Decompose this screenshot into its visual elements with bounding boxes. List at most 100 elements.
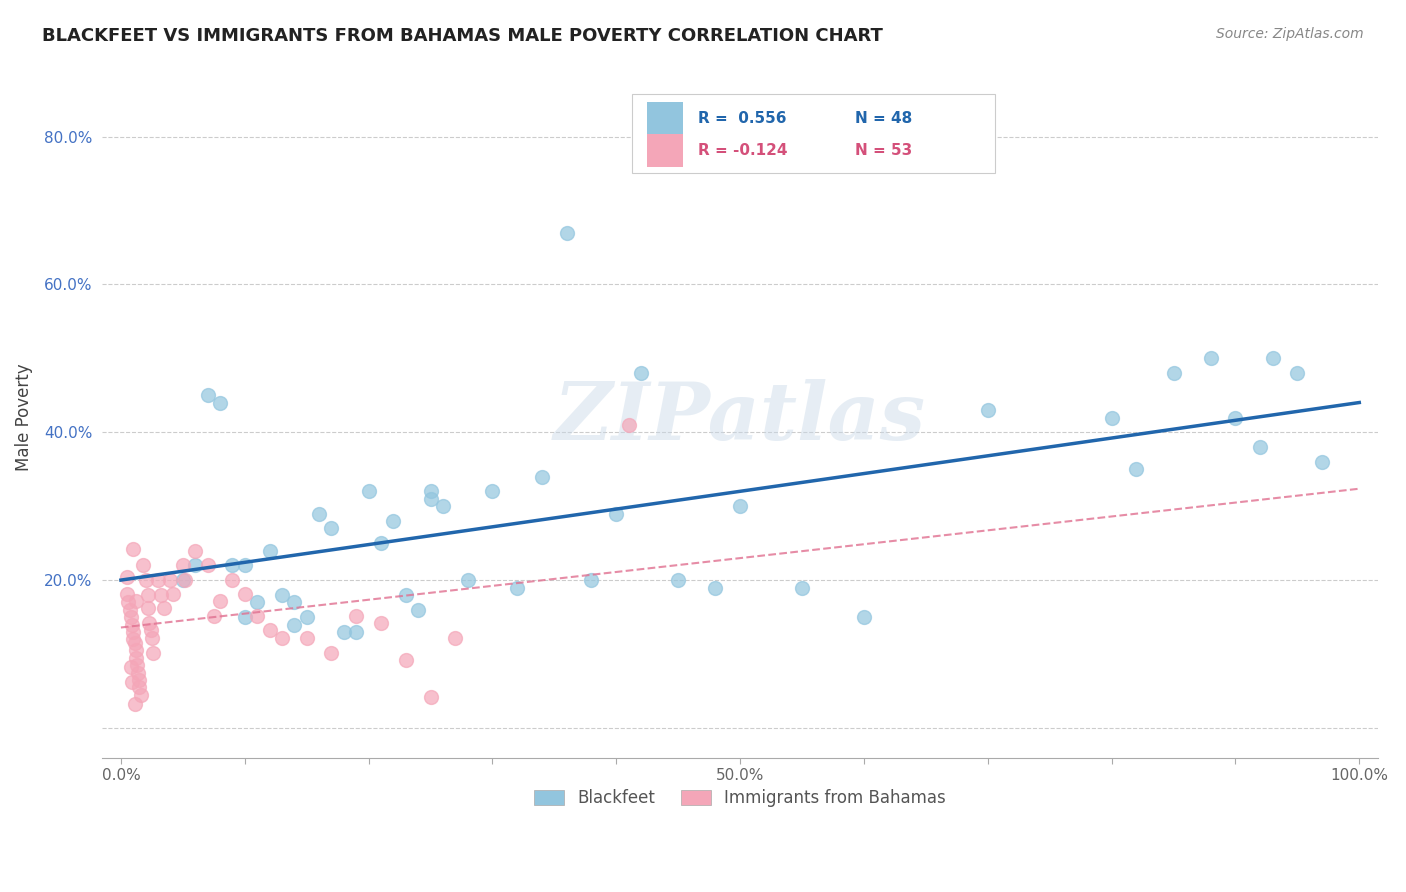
Point <box>174 573 197 587</box>
Point <box>1199 351 1222 366</box>
Point <box>221 573 243 587</box>
Point <box>122 632 145 647</box>
Point <box>555 226 578 240</box>
Point <box>1249 440 1271 454</box>
Point <box>1225 410 1247 425</box>
Point <box>344 608 367 623</box>
Point <box>270 631 292 645</box>
Text: ZIPatlas: ZIPatlas <box>554 379 927 457</box>
Point <box>233 610 256 624</box>
Point <box>790 581 813 595</box>
Point <box>444 631 467 645</box>
Text: BLACKFEET VS IMMIGRANTS FROM BAHAMAS MALE POVERTY CORRELATION CHART: BLACKFEET VS IMMIGRANTS FROM BAHAMAS MAL… <box>42 27 883 45</box>
Y-axis label: Male Poverty: Male Poverty <box>15 364 32 471</box>
Point <box>122 624 145 639</box>
Point <box>125 650 148 665</box>
Point <box>233 558 256 573</box>
Point <box>457 573 479 587</box>
Point <box>1101 410 1123 425</box>
Point <box>382 514 405 528</box>
Point <box>259 624 281 638</box>
Point <box>581 573 603 587</box>
Point <box>121 675 143 690</box>
Point <box>146 573 169 587</box>
Point <box>115 586 138 600</box>
Point <box>481 484 503 499</box>
Point <box>197 388 219 402</box>
Point <box>419 690 441 704</box>
Point <box>321 521 343 535</box>
Text: Source: ZipAtlas.com: Source: ZipAtlas.com <box>1216 27 1364 41</box>
Point <box>208 396 231 410</box>
Point <box>977 403 1000 417</box>
Point <box>370 616 392 631</box>
Point <box>283 617 305 632</box>
Point <box>321 646 343 660</box>
Point <box>432 500 454 514</box>
Point <box>308 507 330 521</box>
Point <box>530 469 553 483</box>
Text: N = 48: N = 48 <box>855 111 912 126</box>
Point <box>728 500 751 514</box>
Point <box>125 658 148 673</box>
Point <box>149 588 172 602</box>
Point <box>197 558 219 573</box>
Legend: Blackfeet, Immigrants from Bahamas: Blackfeet, Immigrants from Bahamas <box>527 782 952 814</box>
Point <box>122 542 145 557</box>
Point <box>1125 462 1147 476</box>
Point <box>395 653 418 667</box>
Point <box>136 588 159 602</box>
Text: R = -0.124: R = -0.124 <box>697 143 787 158</box>
Point <box>132 558 155 573</box>
Point <box>246 608 269 623</box>
Point <box>506 581 529 595</box>
FancyBboxPatch shape <box>647 134 683 167</box>
Point <box>128 673 150 687</box>
Point <box>117 595 139 609</box>
Point <box>605 507 627 521</box>
Point <box>128 681 150 695</box>
Point <box>208 594 231 608</box>
Point <box>333 624 356 639</box>
Point <box>370 536 392 550</box>
Point <box>120 610 142 624</box>
Point <box>419 491 441 506</box>
Point <box>406 603 429 617</box>
Point <box>118 603 141 617</box>
Point <box>233 586 256 600</box>
Point <box>121 617 143 632</box>
Point <box>125 594 148 608</box>
Point <box>1286 366 1309 380</box>
Point <box>259 543 281 558</box>
Point <box>136 601 159 615</box>
Point <box>129 688 152 702</box>
Point <box>141 631 163 645</box>
Point <box>184 558 207 573</box>
Point <box>344 624 367 639</box>
Point <box>1310 455 1333 469</box>
Point <box>295 631 318 645</box>
Point <box>153 601 176 615</box>
Point <box>115 569 138 583</box>
Point <box>139 624 162 638</box>
Point <box>120 660 142 674</box>
Point <box>184 543 207 558</box>
Point <box>127 665 149 680</box>
Text: N = 53: N = 53 <box>855 143 912 158</box>
Point <box>270 588 292 602</box>
Point <box>142 646 165 660</box>
Point <box>124 636 146 650</box>
Point <box>419 484 441 499</box>
Point <box>172 573 194 587</box>
Point <box>135 573 157 587</box>
Point <box>704 581 727 595</box>
FancyBboxPatch shape <box>631 95 995 173</box>
Point <box>630 366 652 380</box>
Point <box>124 698 146 712</box>
Point <box>202 608 225 623</box>
Point <box>283 595 305 609</box>
Point <box>159 573 181 587</box>
Point <box>1261 351 1284 366</box>
Point <box>172 558 194 573</box>
Point <box>162 586 184 600</box>
